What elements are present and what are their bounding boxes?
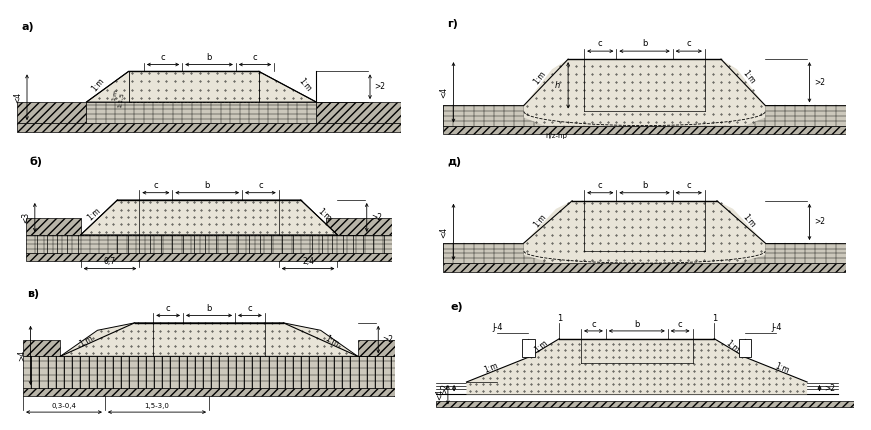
Bar	[25, 218, 81, 235]
Text: c: c	[153, 181, 159, 190]
Text: c: c	[258, 181, 263, 190]
Bar	[443, 105, 846, 126]
Text: 1:m: 1:m	[483, 361, 500, 375]
Text: c: c	[165, 304, 171, 313]
Text: >2: >2	[441, 383, 449, 394]
Text: >4: >4	[17, 350, 26, 361]
Text: b: b	[206, 53, 212, 62]
Text: c: c	[598, 39, 603, 48]
Bar	[523, 339, 535, 357]
Text: 1:m: 1:m	[774, 361, 791, 375]
Text: 1,5-3,0: 1,5-3,0	[145, 403, 170, 409]
Bar	[443, 105, 523, 126]
Text: >2: >2	[824, 384, 835, 393]
Text: 1:m: 1:m	[85, 206, 102, 223]
Bar	[443, 126, 846, 135]
Polygon shape	[523, 201, 766, 263]
Bar	[443, 263, 846, 272]
Bar	[327, 218, 393, 235]
Text: 0,3-0,4: 0,3-0,4	[51, 403, 77, 409]
Text: <4: <4	[440, 87, 449, 98]
Text: 1:m: 1:m	[532, 212, 548, 229]
Bar	[443, 243, 846, 263]
Polygon shape	[60, 323, 358, 356]
Text: >2: >2	[382, 335, 394, 344]
Polygon shape	[523, 59, 766, 126]
Bar	[17, 102, 86, 123]
Text: b: b	[634, 320, 639, 329]
Text: c: c	[253, 53, 257, 62]
Text: J-4: J-4	[492, 323, 503, 332]
Text: е): е)	[451, 301, 463, 311]
Text: а): а)	[21, 22, 34, 31]
Text: b: b	[642, 181, 647, 190]
Text: c: c	[161, 53, 165, 62]
Text: b: b	[206, 304, 212, 313]
Text: 1:m: 1:m	[532, 338, 550, 355]
Bar	[24, 356, 395, 388]
Text: 1:m: 1:m	[532, 69, 548, 86]
Text: c: c	[247, 304, 253, 313]
Text: 1: 1	[557, 313, 562, 322]
Bar	[436, 401, 854, 407]
Text: д): д)	[448, 157, 462, 166]
Text: <4: <4	[436, 389, 444, 400]
Text: 1:m: 1:m	[323, 334, 341, 349]
Text: в): в)	[27, 289, 39, 299]
Text: >2: >2	[814, 218, 826, 227]
Polygon shape	[467, 339, 807, 394]
Text: b: b	[642, 39, 647, 48]
Bar	[24, 388, 395, 396]
Text: c: c	[686, 181, 691, 190]
Text: 2,4: 2,4	[302, 257, 314, 266]
Text: 1:m: 1:m	[78, 334, 95, 349]
Text: h: h	[555, 81, 560, 90]
Text: 1: 1	[712, 313, 717, 322]
Text: 1:m: 1:m	[741, 212, 757, 229]
Text: >2: >2	[814, 78, 826, 87]
Bar	[443, 243, 523, 263]
Text: >2: >2	[375, 82, 386, 91]
Text: 0,7: 0,7	[104, 257, 116, 266]
Polygon shape	[86, 71, 316, 102]
Text: <3: <3	[22, 212, 30, 223]
Text: c: c	[686, 39, 691, 48]
Text: >2: >2	[371, 213, 382, 222]
Bar	[757, 105, 846, 126]
Text: 1:m: 1:m	[111, 88, 118, 101]
Bar	[358, 340, 395, 356]
Text: c: c	[678, 320, 683, 329]
Bar	[25, 235, 393, 253]
Text: J-4: J-4	[771, 323, 781, 332]
Bar	[24, 340, 60, 356]
Text: 1:m: 1:m	[297, 77, 313, 93]
Bar	[17, 123, 401, 132]
Text: b: b	[205, 181, 210, 190]
Text: 1:m: 1:m	[725, 338, 741, 355]
Text: c: c	[598, 181, 603, 190]
Text: 1:m: 1:m	[741, 69, 757, 86]
Bar	[316, 102, 401, 123]
Bar	[739, 339, 752, 357]
Bar	[25, 253, 393, 261]
Bar	[757, 243, 846, 263]
Text: h/z-hp: h/z-hp	[545, 133, 567, 139]
Text: <4: <4	[13, 92, 23, 103]
Text: c: c	[591, 320, 596, 329]
Polygon shape	[81, 200, 337, 235]
Text: 1:1,5: 1:1,5	[117, 92, 125, 108]
Text: 1:m: 1:m	[90, 77, 106, 93]
Text: г): г)	[448, 19, 458, 29]
Text: 1:m: 1:m	[316, 206, 333, 223]
Text: б): б)	[30, 156, 43, 166]
Bar	[86, 102, 316, 123]
Text: <4: <4	[440, 226, 449, 237]
